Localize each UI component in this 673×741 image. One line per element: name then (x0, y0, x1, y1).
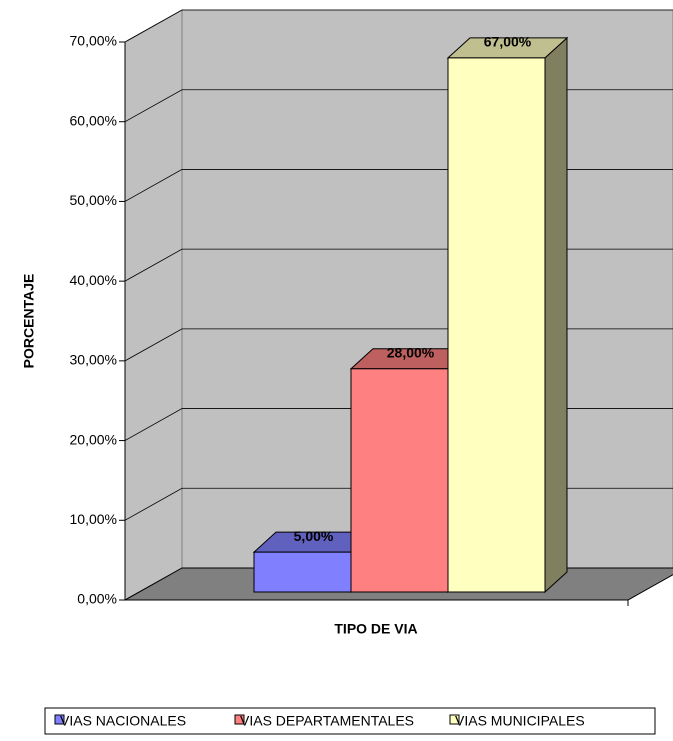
legend-label: VIAS MUNICIPALES (455, 713, 585, 729)
y-axis-label: PORCENTAJE (21, 274, 37, 369)
y-tick-label: 0,00% (77, 591, 117, 607)
y-tick-label: 10,00% (70, 511, 117, 527)
side-wall (124, 9, 183, 601)
legend-label: VIAS DEPARTAMENTALES (240, 713, 414, 729)
y-tick-label: 30,00% (70, 352, 117, 368)
y-tick-label: 40,00% (70, 272, 117, 288)
legend-swatch (449, 714, 460, 725)
data-label: 28,00% (387, 345, 435, 361)
data-label: 5,00% (294, 528, 334, 544)
grid-line (124, 9, 673, 43)
data-label: 67,00% (484, 34, 532, 50)
x-axis-label: TIPO DE VIA (334, 621, 417, 637)
legend-swatch (54, 714, 65, 725)
bar (253, 551, 352, 593)
legend-label: VIAS NACIONALES (60, 713, 186, 729)
bar-side (544, 36, 568, 594)
y-tick-label: 50,00% (70, 192, 117, 208)
y-tick-label: 20,00% (70, 431, 117, 447)
y-tick-label: 70,00% (70, 33, 117, 49)
legend-swatch (234, 714, 245, 725)
legend (44, 707, 656, 735)
bar (350, 368, 449, 593)
y-tick-label: 60,00% (70, 112, 117, 128)
bar (447, 57, 546, 593)
